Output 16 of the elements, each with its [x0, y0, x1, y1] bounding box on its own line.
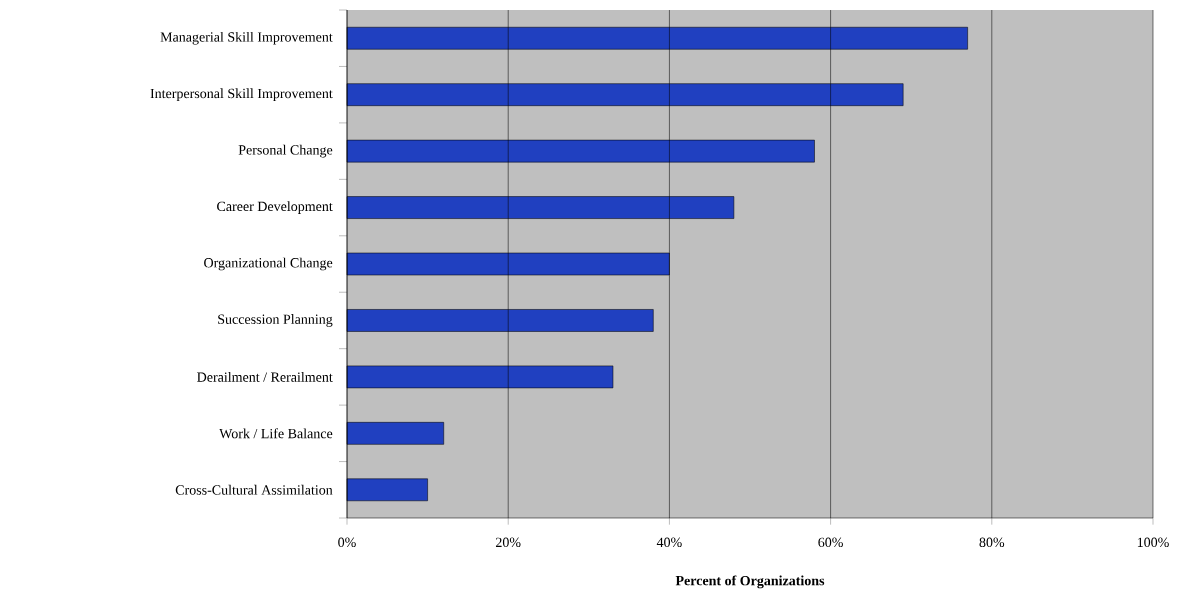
x-tick-label: 20% — [495, 537, 521, 548]
y-tick-label: Managerial Skill Improvement — [160, 31, 333, 45]
y-tick-label: Cross-Cultural Assimilation — [175, 484, 333, 495]
y-tick-label: Personal Change — [238, 144, 333, 158]
y-tick-label: Interpersonal Skill Improvement — [150, 88, 333, 102]
y-tick-label: Work / Life Balance — [219, 428, 333, 439]
y-tick-label: Career Development — [217, 201, 333, 214]
y-tick-label: Derailment / Rerailment — [197, 371, 333, 382]
x-tick-label: 80% — [979, 537, 1005, 548]
x-tick-label: 60% — [818, 537, 843, 548]
x-tick-label: 0% — [338, 537, 356, 548]
x-axis-title: Percent of Organizations — [675, 575, 825, 589]
x-tick-label: 40% — [656, 537, 682, 548]
y-tick-label: Organizational Change — [204, 257, 333, 271]
x-tick-label: 100% — [1137, 537, 1169, 548]
y-tick-label: Succession Planning — [218, 314, 333, 327]
